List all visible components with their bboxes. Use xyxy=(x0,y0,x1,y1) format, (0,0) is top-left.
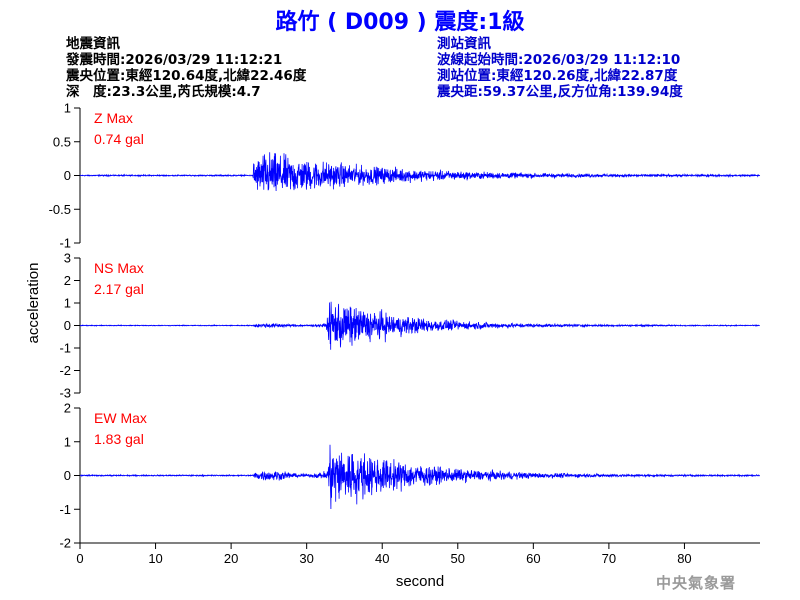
x-tick-label: 60 xyxy=(526,551,540,566)
x-tick-label: 40 xyxy=(375,551,389,566)
x-tick-label: 10 xyxy=(148,551,162,566)
y-tick-label: -1 xyxy=(59,502,71,517)
x-tick-label: 80 xyxy=(677,551,691,566)
max-label-ns: NS Max xyxy=(94,260,144,276)
station-location: 測站位置:東經120.26度,北緯22.87度 xyxy=(437,68,678,84)
page-title: 路竹 ( D009 ) 震度:1級 xyxy=(275,10,525,35)
wave-start-time: 波線起始時間:2026/03/29 11:12:10 xyxy=(437,52,681,68)
y-tick-label: 2 xyxy=(64,401,71,416)
y-tick-label: 0 xyxy=(64,168,71,183)
max-label-z: Z Max xyxy=(94,110,133,126)
distance-azimuth: 震央距:59.37公里,反方位角:139.94度 xyxy=(437,84,683,100)
y-tick-label: 3 xyxy=(64,251,71,266)
waveform-ew xyxy=(79,444,761,510)
y-tick-label: -1 xyxy=(59,341,71,356)
y-axis-label: acceleration xyxy=(25,263,42,344)
y-tick-label: -2 xyxy=(59,536,71,551)
max-value-ns: 2.17 gal xyxy=(94,281,144,297)
credit-text: 中央氣象署 xyxy=(656,574,737,592)
y-tick-label: 1 xyxy=(64,434,71,449)
x-tick-label: 70 xyxy=(602,551,616,566)
x-tick-label: 20 xyxy=(224,551,238,566)
max-value-ew: 1.83 gal xyxy=(94,431,144,447)
y-tick-label: -2 xyxy=(59,363,71,378)
waveform-z xyxy=(79,152,761,192)
y-tick-label: 1 xyxy=(64,101,71,116)
station-info: 測站資訊 波線起始時間:2026/03/29 11:12:10 測站位置:東經1… xyxy=(437,36,683,100)
max-value-z: 0.74 gal xyxy=(94,131,144,147)
earthquake-info: 地震資訊 發震時間:2026/03/29 11:12:21 震央位置:東經120… xyxy=(66,36,306,100)
origin-time: 發震時間:2026/03/29 11:12:21 xyxy=(66,52,283,68)
x-tick-label: 30 xyxy=(299,551,313,566)
waveform-ns xyxy=(79,301,760,350)
y-tick-label: 0 xyxy=(64,468,71,483)
station-info-heading: 測站資訊 xyxy=(437,36,491,52)
depth-magnitude: 深 度:23.3公里,芮氏規模:4.7 xyxy=(66,84,261,100)
y-tick-label: 1 xyxy=(64,296,71,311)
x-tick-label: 0 xyxy=(76,551,83,566)
y-tick-label: -1 xyxy=(59,236,71,251)
y-tick-label: 0.5 xyxy=(53,134,71,149)
y-tick-label: 0 xyxy=(64,318,71,333)
x-tick-label: 50 xyxy=(451,551,465,566)
max-label-ew: EW Max xyxy=(94,410,147,426)
y-tick-label: -3 xyxy=(59,386,71,401)
y-tick-label: 2 xyxy=(64,273,71,288)
y-tick-label: -0.5 xyxy=(49,202,71,217)
earthquake-info-heading: 地震資訊 xyxy=(66,36,120,52)
x-axis-label: second xyxy=(396,573,444,590)
epicenter-location: 震央位置:東經120.64度,北緯22.46度 xyxy=(66,68,307,84)
